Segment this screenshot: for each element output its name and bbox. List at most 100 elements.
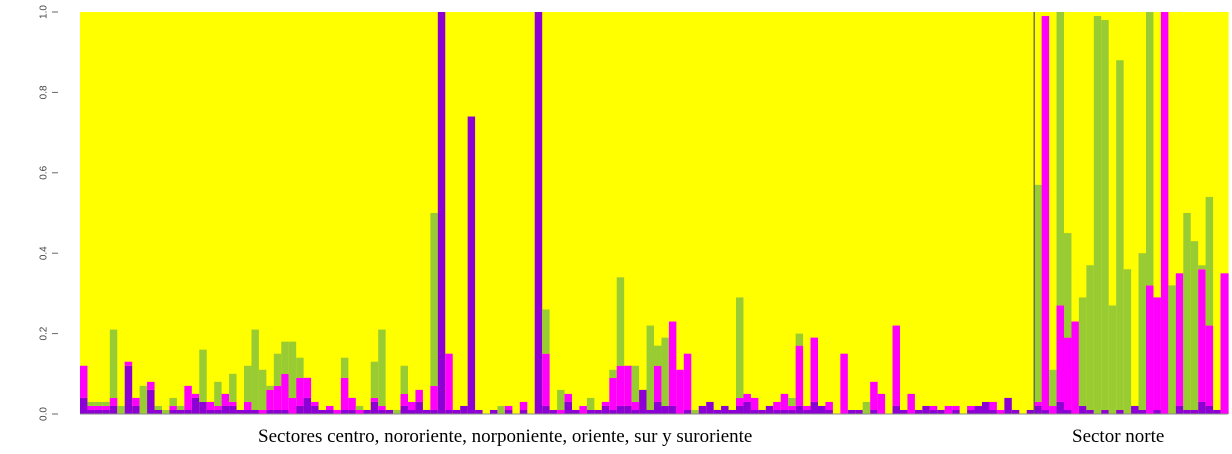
bar-segment-magenta [326, 405, 335, 410]
bar-segment-yellow [482, 12, 491, 414]
bar-segment-magenta [1220, 273, 1229, 414]
bar-segment-dark-purple [437, 12, 446, 414]
bar-segment-magenta [124, 361, 133, 366]
bar-segment-dark-purple [713, 409, 722, 414]
y-tick-label: 1.0 [39, 5, 50, 19]
bar-segment-yellow [251, 12, 260, 414]
bar-segment-yellow [818, 12, 827, 414]
bar-segment-yellow [139, 12, 148, 414]
bar-segment-yellow [877, 12, 886, 414]
bar-segment-yellow [862, 12, 871, 414]
bar-segment-dark-purple [519, 409, 528, 414]
bar-segment-yellow [900, 12, 909, 414]
bar-segment-dark-purple [810, 401, 819, 414]
bar-segment-dark-purple [504, 409, 513, 414]
bar-segment-dark-purple [952, 409, 961, 414]
bar-segment-magenta [1175, 273, 1184, 406]
bar-segment-green [1116, 60, 1125, 410]
bar-segment-green [378, 329, 387, 406]
bar-segment-magenta [244, 401, 253, 410]
bar-segment-dark-purple [937, 409, 946, 414]
bar-segment-magenta [803, 405, 812, 410]
bar-segment-yellow [258, 12, 267, 414]
bar-segment-yellow [236, 12, 245, 414]
bar-segment-magenta [877, 393, 886, 414]
bar-segment-yellow [184, 12, 193, 414]
bar-segment-yellow [631, 12, 640, 414]
bar-segment-yellow [564, 12, 573, 414]
bar-segment-green [154, 405, 163, 410]
bar-segment-yellow [721, 12, 730, 414]
bar-segment-dark-purple [780, 409, 789, 414]
bar-segment-yellow [1220, 12, 1229, 414]
bar-segment-magenta [1049, 405, 1058, 414]
bar-segment-yellow [668, 12, 677, 414]
bar-segment-yellow [698, 12, 707, 414]
bar-segment-yellow [758, 12, 767, 414]
bar-segment-dark-purple [221, 405, 230, 414]
bar-segment-magenta [825, 401, 834, 410]
bar-segment-green [1049, 369, 1058, 406]
bar-segment-yellow [124, 12, 133, 414]
bar-segment-dark-purple [415, 401, 424, 414]
bar-segment-magenta [132, 397, 141, 406]
bar-segment-yellow [847, 12, 856, 414]
bar-segment-dark-purple [340, 409, 349, 414]
bar-segment-dark-purple [408, 409, 417, 414]
bar-segment-yellow [885, 12, 894, 414]
bar-segment-yellow [743, 12, 752, 414]
bar-segment-green [1093, 16, 1102, 415]
bar-segment-dark-purple [1026, 409, 1035, 414]
bar-segment-yellow [169, 12, 178, 414]
bar-segment-dark-purple [244, 409, 253, 414]
bar-segment-yellow [408, 12, 417, 414]
bar-segment-magenta [169, 405, 178, 410]
bar-segment-yellow [80, 12, 89, 414]
bar-segment-yellow [825, 12, 834, 414]
bar-segment-yellow [504, 12, 513, 414]
bar-segment-magenta [676, 369, 685, 414]
bar-segment-dark-purple [154, 409, 163, 414]
bar-segment-yellow [676, 12, 685, 414]
bar-segment-magenta [80, 365, 89, 398]
bar-segment-green [1034, 184, 1043, 402]
bar-segment-yellow [728, 12, 737, 414]
bar-segment-magenta [736, 397, 745, 406]
bar-segment-green [430, 213, 439, 386]
bar-segment-dark-purple [758, 409, 767, 414]
bar-segment-dark-purple [1190, 409, 1199, 414]
bar-segment-magenta [258, 409, 267, 414]
bar-segment-yellow [1198, 12, 1207, 414]
bar-segment-green [94, 401, 103, 406]
bar-segment-dark-purple [236, 409, 245, 414]
bar-segment-dark-purple [974, 405, 983, 414]
bar-segment-yellow [490, 12, 499, 414]
bar-segment-dark-purple [1086, 409, 1095, 414]
bar-segment-dark-purple [229, 405, 238, 414]
bar-segment-yellow [557, 12, 566, 414]
bar-segment-yellow [616, 12, 625, 414]
bar-segment-dark-purple [422, 409, 431, 414]
bar-segment-magenta [214, 405, 223, 410]
bar-segment-dark-purple [1183, 409, 1192, 414]
bar-segment-magenta [355, 409, 364, 414]
bar-segment-yellow [1108, 12, 1117, 414]
bar-segment-yellow [750, 12, 759, 414]
bar-segment-dark-purple [1056, 401, 1065, 414]
bar-segment-dark-purple [646, 409, 655, 414]
bar-segment-dark-purple [542, 405, 551, 414]
bar-segment-green [862, 401, 871, 414]
bar-segment-green [1123, 269, 1132, 414]
bar-segment-yellow [452, 12, 461, 414]
bar-segment-yellow [706, 12, 715, 414]
bar-segment-yellow [549, 12, 558, 414]
bar-segment-magenta [624, 365, 633, 406]
bar-segment-magenta [504, 405, 513, 410]
bar-segment-magenta [1034, 401, 1043, 406]
bar-segment-green [176, 405, 185, 410]
bar-segment-dark-purple [124, 365, 133, 414]
bar-segment-green [1190, 241, 1199, 410]
bar-segment-dark-purple [1064, 409, 1073, 414]
y-tick-label: 0.8 [39, 85, 50, 99]
